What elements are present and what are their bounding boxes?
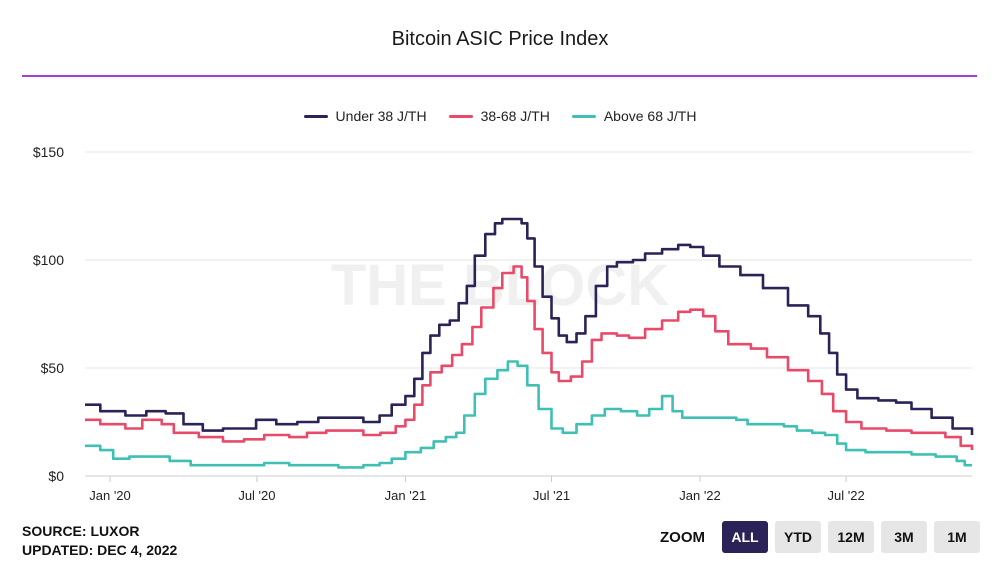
zoom-1m-button[interactable]: 1M bbox=[934, 521, 980, 553]
y-tick-label: $100 bbox=[33, 252, 64, 268]
x-tick-label: Jan '22 bbox=[679, 488, 721, 503]
source-note: SOURCE: LUXOR bbox=[22, 523, 140, 539]
y-tick-label: $150 bbox=[33, 144, 64, 160]
zoom-ytd-button[interactable]: YTD bbox=[775, 521, 821, 553]
legend-item-under-38[interactable]: Under 38 J/TH bbox=[303, 108, 427, 124]
chart-title: Bitcoin ASIC Price Index bbox=[391, 28, 609, 50]
zoom-3m-button[interactable]: 3M bbox=[881, 521, 927, 553]
x-tick-label: Jul '21 bbox=[533, 488, 570, 503]
legend-item-38-68[interactable]: 38-68 J/TH bbox=[448, 108, 550, 124]
legend-label-above-68: Above 68 J/TH bbox=[603, 108, 697, 124]
series-line-0[interactable] bbox=[85, 217, 974, 435]
y-tick-label: $0 bbox=[48, 468, 64, 484]
legend-swatch-under-38 bbox=[303, 114, 328, 118]
legend-label-38-68: 38-68 J/TH bbox=[480, 108, 550, 124]
legend-label-under-38: Under 38 J/TH bbox=[335, 108, 427, 124]
series-line-1[interactable] bbox=[85, 265, 974, 451]
x-tick-label: Jan '20 bbox=[89, 488, 131, 503]
x-tick-label: Jan '21 bbox=[385, 488, 427, 503]
zoom-12m-button[interactable]: 12M bbox=[828, 521, 874, 553]
x-tick-label: Jul '22 bbox=[828, 488, 865, 503]
title-divider bbox=[22, 75, 977, 77]
chart-legend: Under 38 J/TH 38-68 J/TH Above 68 J/TH bbox=[0, 108, 1000, 124]
legend-item-above-68[interactable]: Above 68 J/TH bbox=[571, 108, 697, 124]
watermark-text: THE BLOCK bbox=[331, 253, 669, 318]
zoom-label: ZOOM bbox=[660, 528, 705, 546]
y-tick-label: $50 bbox=[41, 360, 65, 376]
chart-footer: SOURCE: LUXOR UPDATED: DEC 4, 2022 bbox=[22, 522, 177, 560]
zoom-controls: ZOOM ALL YTD 12M 3M 1M bbox=[660, 521, 980, 553]
series-line-2[interactable] bbox=[85, 360, 972, 469]
legend-swatch-above-68 bbox=[571, 114, 596, 118]
legend-swatch-38-68 bbox=[448, 114, 473, 118]
x-tick-label: Jul '20 bbox=[238, 488, 275, 503]
zoom-all-button[interactable]: ALL bbox=[722, 521, 768, 553]
updated-note: UPDATED: DEC 4, 2022 bbox=[22, 542, 178, 558]
